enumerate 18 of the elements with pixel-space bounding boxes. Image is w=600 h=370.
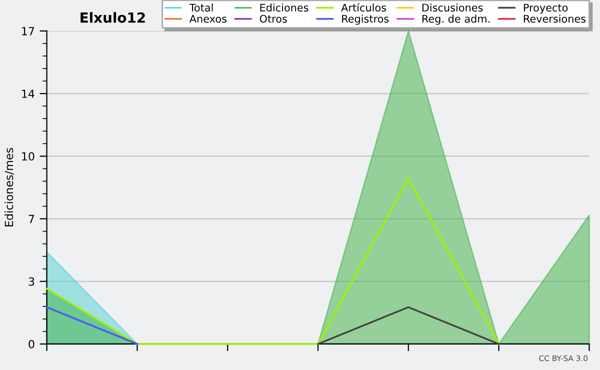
legend-label: Anexos xyxy=(189,14,226,23)
y-axis-title: Ediciones/mes xyxy=(4,148,14,226)
y-tick-label: 14 xyxy=(22,90,34,98)
chart-title: Elxulo12 xyxy=(80,12,145,23)
legend-label: Ediciones xyxy=(260,4,308,12)
y-tick-label: 0 xyxy=(28,340,34,348)
y-tick-label: 3 xyxy=(28,277,34,286)
y-tick-label: 10 xyxy=(22,152,34,161)
legend-label: Reversiones xyxy=(524,14,586,23)
legend-label: Proyecto xyxy=(524,4,568,14)
y-tick-label: 7 xyxy=(28,214,34,223)
legend-label: Discusiones xyxy=(422,4,483,12)
legend-label: Total xyxy=(189,4,213,12)
y-tick-label: 17 xyxy=(22,27,34,36)
legend-label: Registros xyxy=(342,14,389,25)
legend-label: Otros xyxy=(260,14,287,23)
legend-label: Artículos xyxy=(341,3,386,12)
legend-label: Reg. de adm. xyxy=(422,14,490,25)
